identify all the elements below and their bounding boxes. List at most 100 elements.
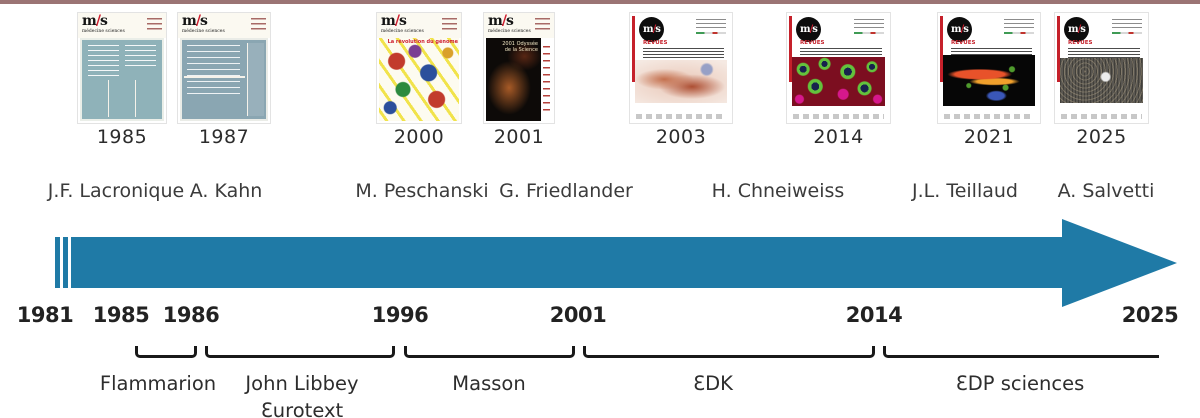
timeline-year-1985: 1985 <box>92 303 150 327</box>
cover-masthead-lines <box>147 18 162 32</box>
cover-art <box>943 55 1035 106</box>
bracket-edk <box>583 346 875 358</box>
timeline-year-2001: 2001 <box>549 303 607 327</box>
cover-footer-lines <box>793 114 884 119</box>
publisher-john-libbey-eurotext: John Libbey Ɛurotext <box>245 370 358 418</box>
timeline-year-2014: 2014 <box>845 303 903 327</box>
ms-logo-slash-icon: / <box>195 13 201 29</box>
editor-g-friedlander: G. Friedlander <box>499 180 633 202</box>
ms-circle-logo: m/s <box>639 17 664 42</box>
cover-2021: m/s REVUES 2021 <box>938 13 1040 148</box>
cover-year-label: 2014 <box>813 126 864 148</box>
cover-2003: m/s REVUES 2003 <box>630 13 732 148</box>
timeline-year-1986: 1986 <box>162 303 220 327</box>
cover-masthead-lines <box>1004 19 1034 29</box>
cover-art-divider <box>184 76 246 78</box>
cover-footer-lines <box>944 114 1034 119</box>
bracket-masson <box>404 346 575 358</box>
cover-color-flag <box>1004 32 1034 34</box>
cover-color-flag <box>696 32 726 34</box>
top-border-rule <box>0 0 1200 4</box>
cover-masthead-lines <box>696 19 726 29</box>
cover-side-column <box>541 38 552 121</box>
ms-circle-logo: m/s <box>796 17 821 42</box>
cover-red-edge <box>1057 16 1060 82</box>
cover-section-label: REVUES <box>643 40 668 46</box>
cover-footer-lines <box>1061 114 1142 119</box>
ms-logo: m/s <box>381 13 407 29</box>
publisher-masson: Masson <box>452 372 526 395</box>
cover-year-label: 2021 <box>963 126 1015 148</box>
cover-section-label: REVUES <box>951 40 976 46</box>
cover-year-label: 2000 <box>393 126 445 148</box>
ms-logo-slash-icon: / <box>1077 24 1082 35</box>
cover-2001: m/s médecine sciences 2001 Odyssée de la… <box>484 13 554 148</box>
publisher-label-line1: John Libbey <box>245 372 359 395</box>
cover-red-edge <box>789 16 792 82</box>
cover-toc-lines <box>800 48 882 58</box>
bracket-flammarion <box>135 346 197 358</box>
cover-section-label: REVUES <box>800 40 825 46</box>
cover-toc-lines <box>1068 48 1140 58</box>
ms-logo-slash-icon: / <box>652 24 657 35</box>
cover-art <box>792 57 885 106</box>
cover-art-grid <box>107 79 137 117</box>
cover-color-flag <box>1112 32 1142 34</box>
ms-logo-slash-icon: / <box>501 13 507 29</box>
timeline-year-1981: 1981 <box>16 303 74 327</box>
timeline-arrow-head <box>1062 219 1177 307</box>
ms-logo: m/s <box>82 13 108 29</box>
cover-toc-lines <box>643 48 724 58</box>
cover-art <box>1060 58 1143 103</box>
cover-masthead-lines <box>535 18 550 32</box>
cover-2000: m/s médecine sciences La révolution du g… <box>377 13 461 148</box>
ms-circle-logo: m/s <box>947 17 972 42</box>
cover-title: 2001 Odyssée de la Science <box>502 41 538 53</box>
cover-masthead-lines <box>251 18 266 32</box>
cover-2025: m/s REVUES 2025 <box>1055 13 1148 148</box>
cover-year-label: 1985 <box>96 126 148 148</box>
cover-art <box>379 38 459 121</box>
cover-header: m/s médecine sciences <box>78 13 166 38</box>
editor-a-kahn: A. Kahn <box>189 180 263 202</box>
editor-jf-lacronique: J.F. Lacronique <box>47 180 185 202</box>
ms-circle-logo: m/s <box>1064 17 1089 42</box>
ms-logo-slash-icon: / <box>394 13 400 29</box>
ms-logo-slash-icon: / <box>809 24 814 35</box>
cover-toc-lines <box>951 48 1032 58</box>
cover-section-label: REVUES <box>1068 40 1093 46</box>
cover-header: m/s médecine sciences <box>484 13 554 38</box>
cover-year-label: 2003 <box>655 126 707 148</box>
cover-1985: m/s médecine sciences 1985 <box>78 13 166 148</box>
cover-art <box>180 38 268 121</box>
cover-year-label: 2025 <box>1076 126 1127 148</box>
cover-art <box>486 38 541 121</box>
ms-logo-slash-icon: / <box>960 24 965 35</box>
publisher-edp-sciences: ƐDP sciences <box>955 372 1085 395</box>
ms-logo-slash-icon: / <box>95 13 101 29</box>
ms-logo-subtitle: médecine sciences <box>488 29 531 34</box>
cover-art <box>635 60 727 103</box>
bracket-edp-sciences <box>883 346 1159 358</box>
cover-header: m/s médecine sciences <box>377 13 461 38</box>
publisher-edk: ƐDK <box>693 372 733 395</box>
editor-m-peschanski: M. Peschanski <box>355 180 489 202</box>
cover-2014: m/s REVUES 2014 <box>787 13 890 148</box>
cover-masthead-lines <box>1112 19 1142 29</box>
editor-h-chneiweiss: H. Chneiweiss <box>711 180 845 202</box>
cover-color-flag <box>854 32 884 34</box>
publisher-flammarion: Flammarion <box>99 372 217 395</box>
ms-logo-subtitle: médecine sciences <box>381 29 424 34</box>
cover-1987: m/s médecine sciences 1987 <box>178 13 270 148</box>
timeline-arrow-shaft <box>71 237 1062 288</box>
cover-masthead-lines <box>442 18 457 32</box>
arrow-start-tick <box>55 237 60 288</box>
timeline-year-2025: 2025 <box>1121 303 1179 327</box>
ms-logo: m/s <box>182 13 208 29</box>
cover-year-label: 2001 <box>493 126 545 148</box>
cover-red-edge <box>632 16 635 82</box>
cover-masthead-lines <box>854 19 884 29</box>
cover-header: m/s médecine sciences <box>178 13 270 38</box>
cover-year-label: 1987 <box>198 126 250 148</box>
